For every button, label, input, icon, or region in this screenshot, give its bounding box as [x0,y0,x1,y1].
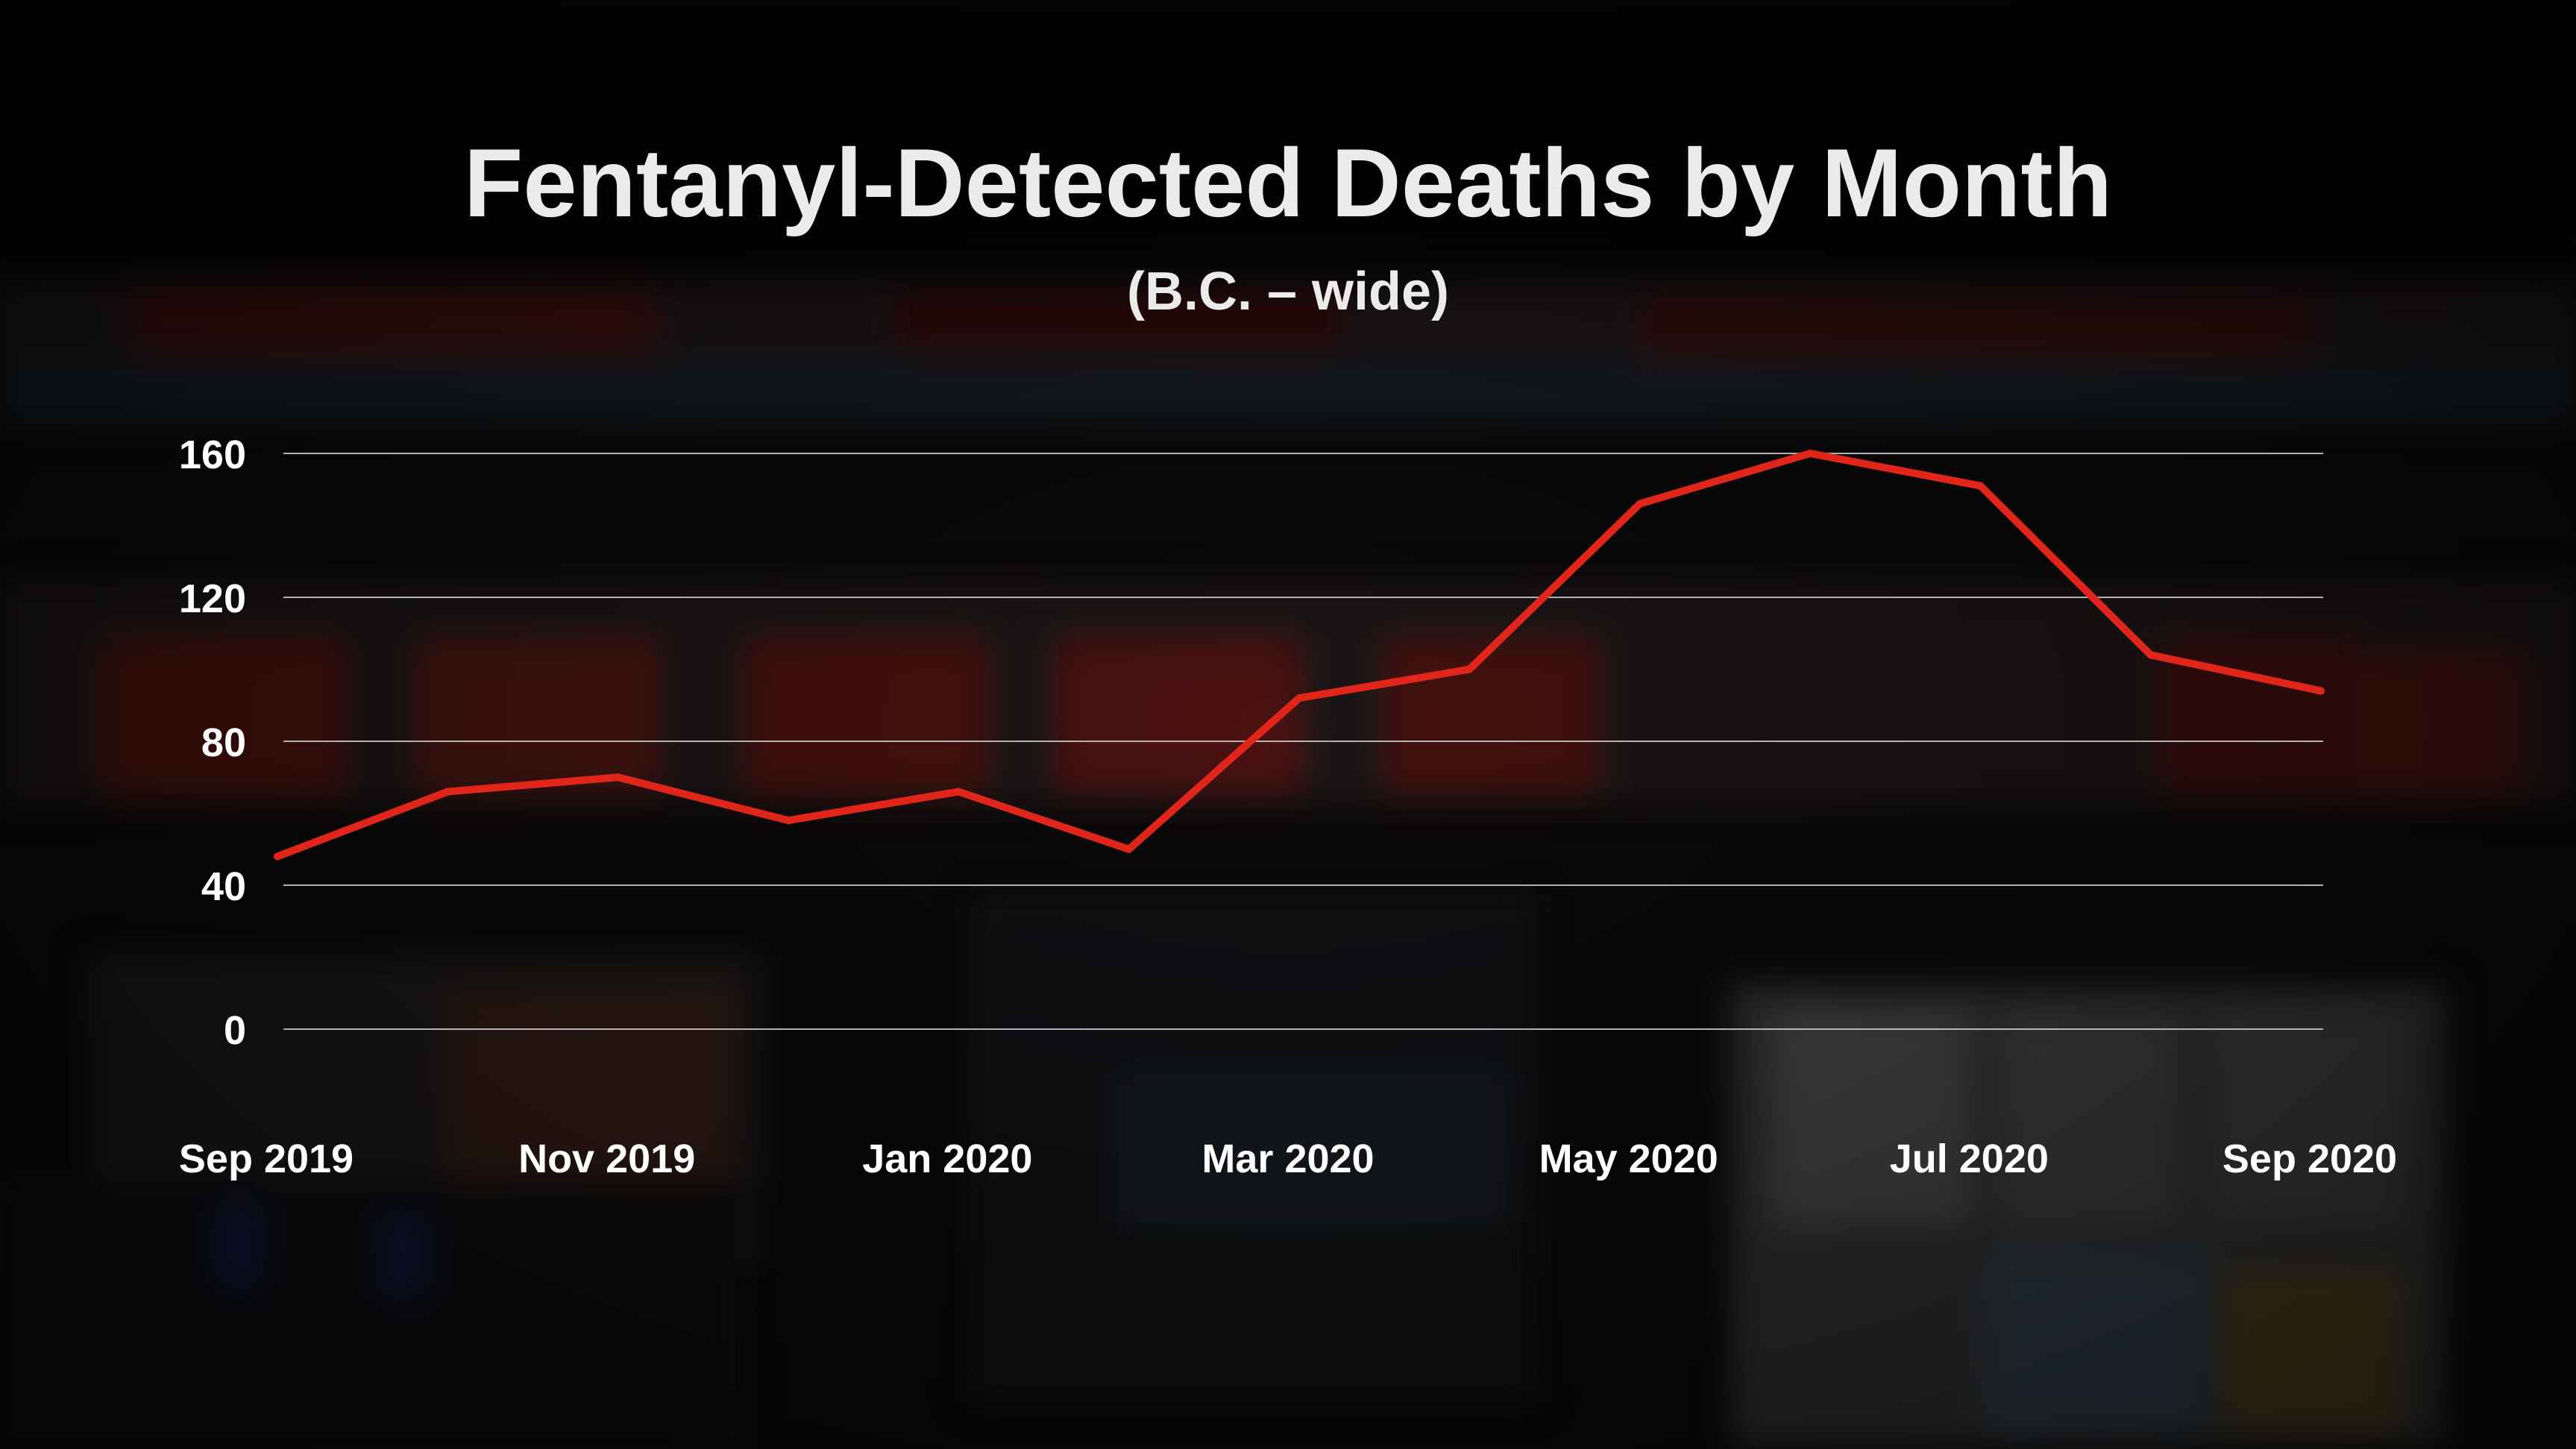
chart-subtitle: (B.C. – wide) [1127,262,1449,321]
x-axis-ticks: Sep 2019 Nov 2019 Jan 2020 Mar 2020 May 2020… [179,1137,2397,1181]
x-tick-label: Nov 2019 [518,1137,695,1181]
data-point [785,817,792,825]
y-axis-ticks: 0 40 80 120 160 [179,433,246,1053]
data-point [1636,500,1644,508]
data-point [1806,450,1814,457]
data-point [1976,482,1985,490]
y-tick-label: 0 [224,1008,246,1053]
x-tick-label: Sep 2019 [179,1137,354,1181]
y-tick-label: 120 [179,576,246,621]
series-line-layer [274,450,2325,861]
series-line-0 [274,450,2325,861]
data-point [955,788,963,796]
data-point [614,773,622,782]
data-point [2146,651,2155,659]
x-tick-label: Jul 2020 [1890,1137,2049,1181]
y-tick-label: 160 [179,433,246,477]
x-tick-label: Sep 2020 [2222,1137,2397,1181]
data-point [1295,694,1303,703]
data-point [2317,687,2325,695]
data-point [274,852,281,861]
y-tick-label: 40 [201,864,246,909]
x-tick-label: May 2020 [1539,1137,1718,1181]
data-point [1125,845,1133,853]
data-point [1466,665,1474,673]
chart-title: Fentanyl-Detected Deaths by Month [464,128,2112,237]
gridlines [283,453,2323,1030]
x-tick-label: Jan 2020 [862,1137,1032,1181]
y-tick-label: 80 [201,720,246,765]
x-tick-label: Mar 2020 [1201,1137,1374,1181]
data-point [444,788,452,796]
